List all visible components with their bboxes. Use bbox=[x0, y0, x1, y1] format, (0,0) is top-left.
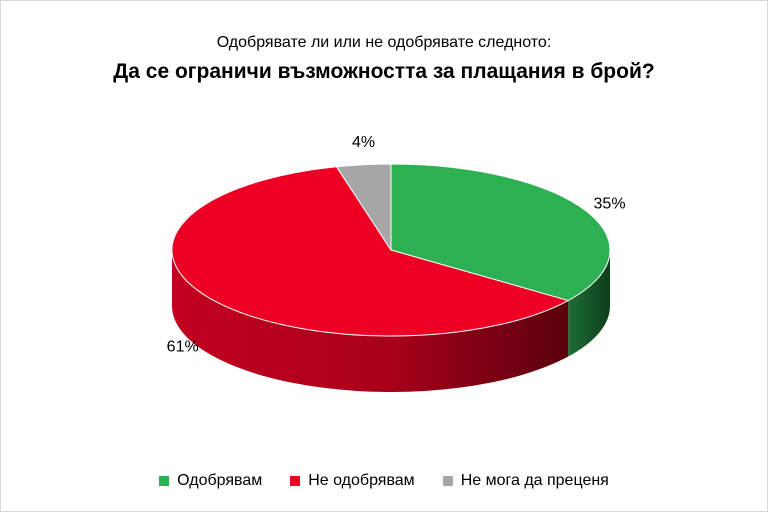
pie-slice-disapprove bbox=[171, 166, 569, 337]
data-label-approve: 35% bbox=[594, 195, 626, 212]
legend-label-undecided: Не мога да преценя bbox=[460, 472, 609, 489]
pie-slice-undecided bbox=[336, 163, 392, 251]
legend-swatch-approve bbox=[159, 476, 170, 486]
data-label-disapprove: 61% bbox=[167, 339, 199, 356]
legend-item-approve: Одобрявам bbox=[159, 471, 262, 491]
chart-subtitle: Одобрявате ли или не одобрявате следното… bbox=[216, 34, 552, 51]
legend-swatch-disapprove bbox=[290, 476, 301, 486]
legend-label-approve: Одобрявам bbox=[177, 472, 263, 489]
chart-legend: Одобрявам Не одобрявам Не мога да прецен… bbox=[1, 471, 767, 491]
legend-item-disapprove: Не одобрявам bbox=[290, 471, 415, 491]
data-label-undecided: 4% bbox=[352, 134, 375, 151]
legend-item-undecided: Не мога да преценя bbox=[442, 471, 609, 491]
legend-swatch-undecided bbox=[442, 476, 453, 486]
legend-label-disapprove: Не одобрявам bbox=[308, 472, 415, 489]
chart-title: Да се ограничи възможността за плащания … bbox=[113, 60, 655, 83]
pie-slice-approve bbox=[390, 163, 611, 302]
pie-side-disapprove bbox=[172, 250, 569, 393]
